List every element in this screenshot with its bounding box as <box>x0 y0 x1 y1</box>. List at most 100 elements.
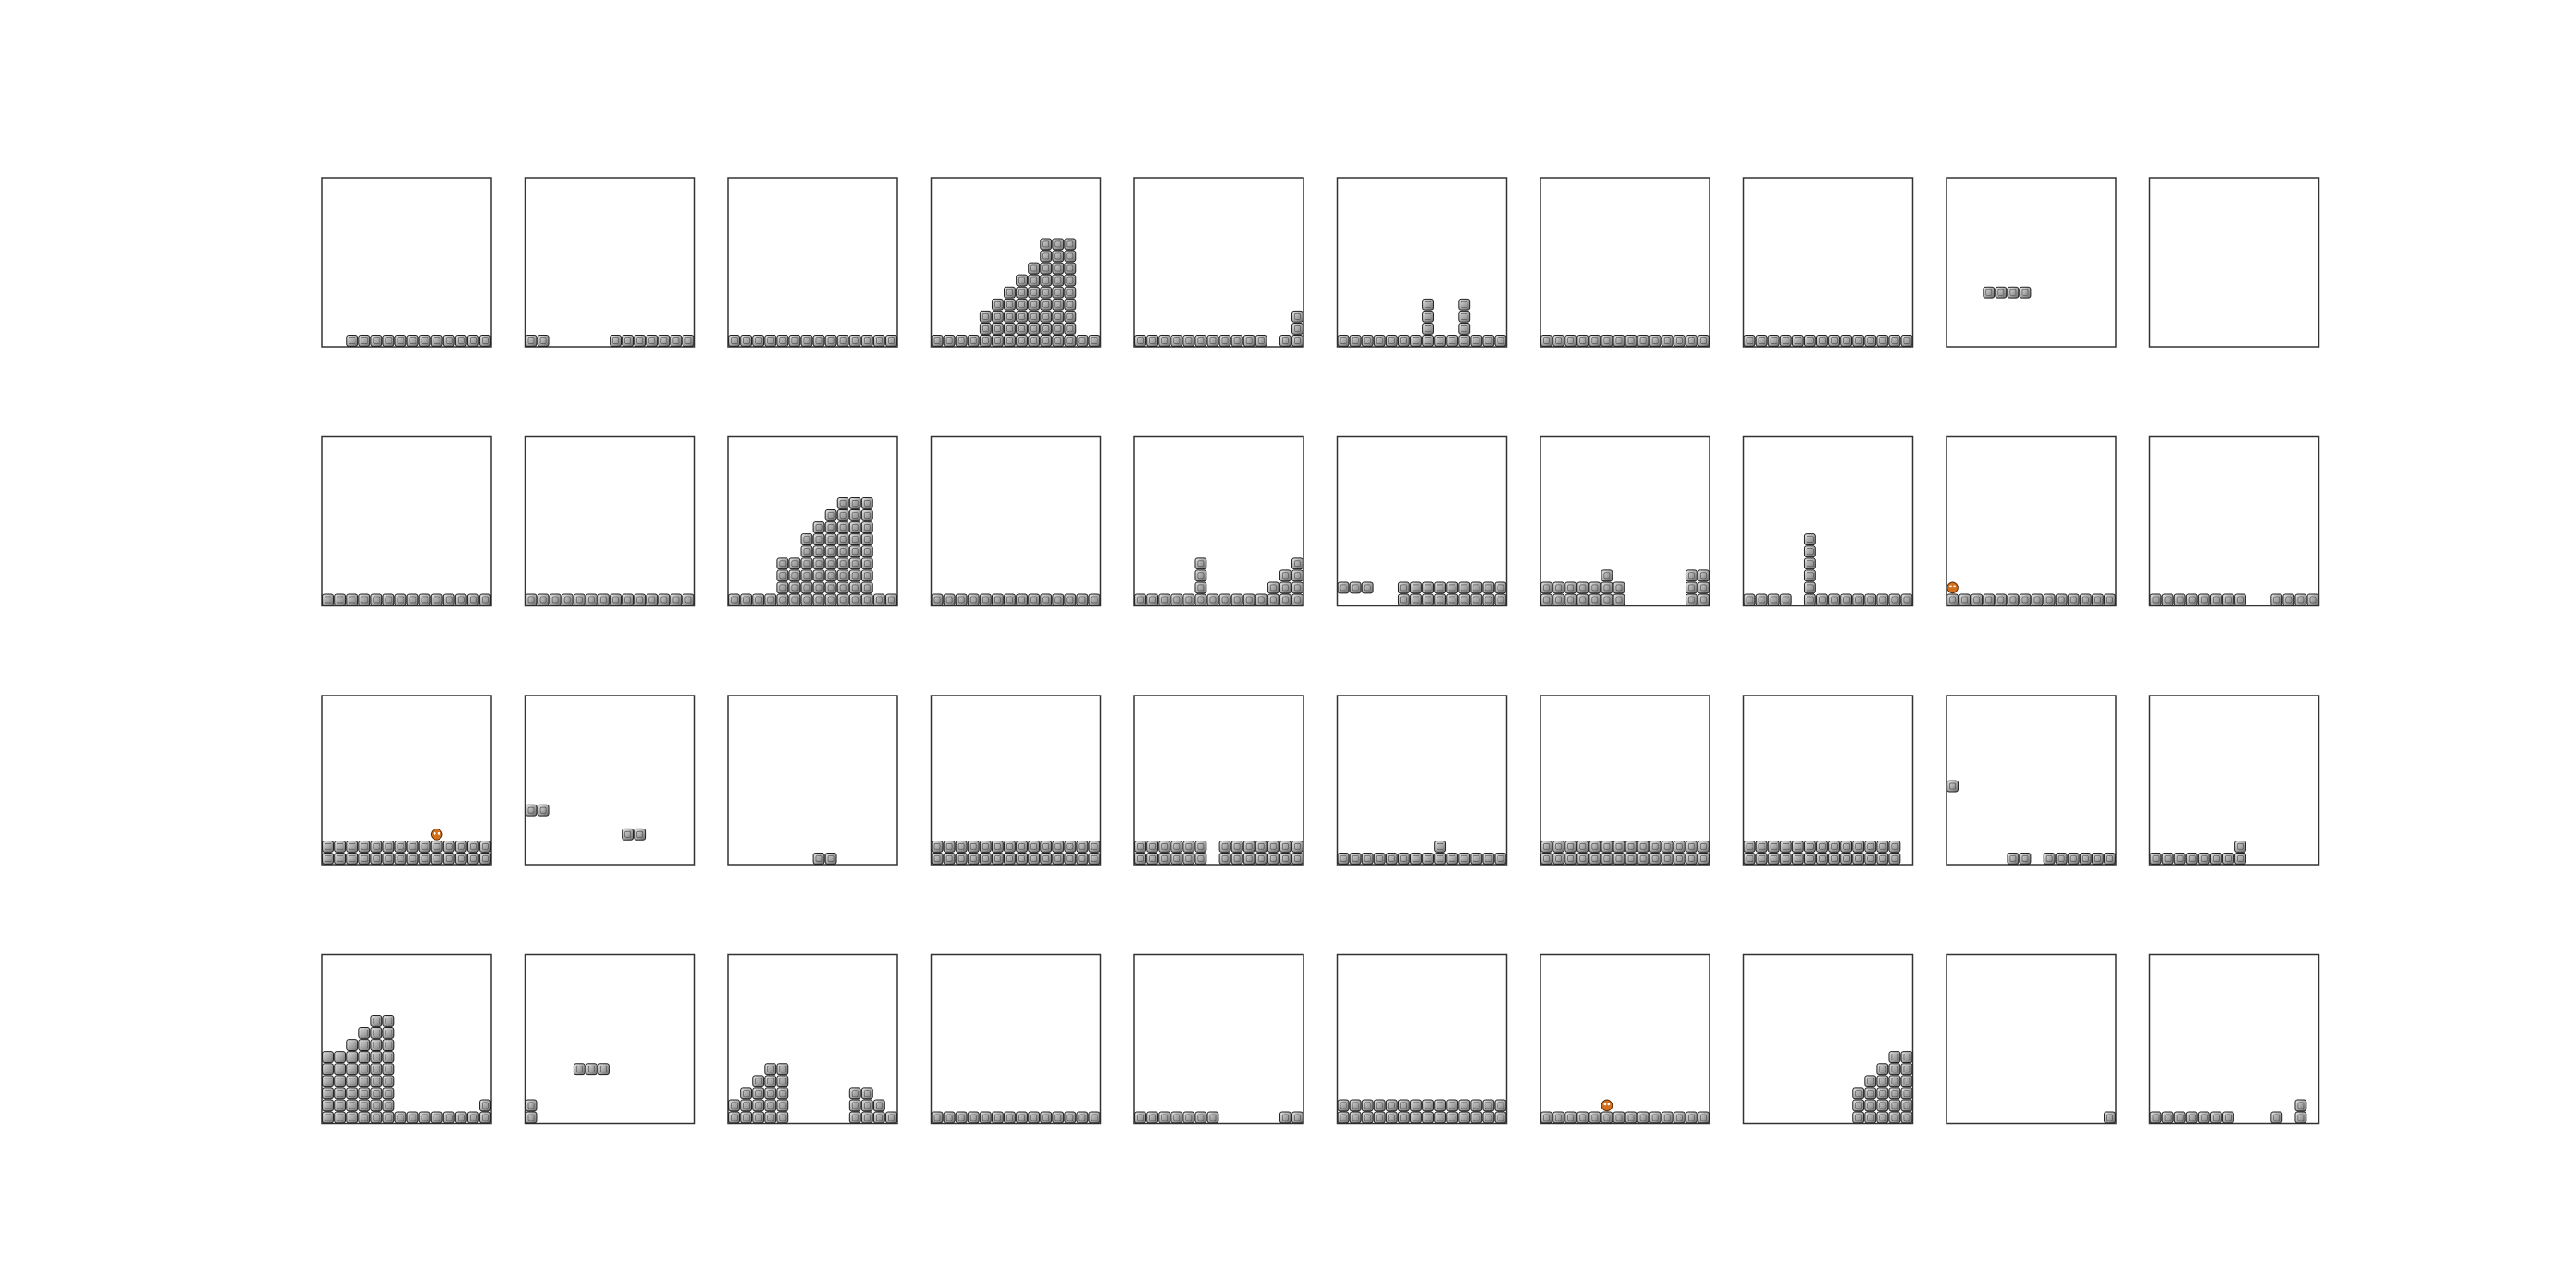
block-tile <box>1397 581 1410 594</box>
block-tile <box>346 1111 359 1124</box>
block-tile <box>1158 593 1171 606</box>
block-tile <box>1470 1111 1483 1124</box>
block-face <box>1173 596 1181 604</box>
block-tile <box>1291 557 1303 570</box>
block-tile <box>2161 593 2174 606</box>
block-tile <box>1494 581 1507 594</box>
block-face <box>397 1114 404 1121</box>
block-face <box>1591 596 1599 604</box>
block-face <box>1903 1066 1911 1073</box>
block-face <box>791 560 799 568</box>
block-face <box>1233 843 1241 850</box>
block-tile <box>406 840 419 853</box>
block-tile <box>1589 840 1601 853</box>
block-tile <box>1361 335 1374 347</box>
block-tile <box>1601 1111 1613 1124</box>
block-tile <box>872 593 885 606</box>
block-tile <box>1767 840 1780 853</box>
block-face <box>421 855 428 862</box>
block-tile <box>1028 310 1041 323</box>
block-face <box>1006 301 1013 308</box>
block-tile <box>1552 581 1565 594</box>
block-face <box>2094 855 2101 862</box>
block-face <box>1209 1114 1217 1121</box>
block-face <box>755 1102 762 1109</box>
block-face <box>851 560 859 568</box>
block-face <box>1294 855 1301 862</box>
block-face <box>1473 1102 1480 1109</box>
block-tile <box>1803 593 1816 606</box>
block-tile <box>1494 593 1507 606</box>
block-tile <box>1589 335 1601 347</box>
block-face <box>1425 325 1431 332</box>
block-tile <box>1337 335 1350 347</box>
block-tile <box>1482 1099 1495 1112</box>
block-face <box>969 596 977 604</box>
block-face <box>851 512 859 519</box>
block-face <box>325 1066 331 1073</box>
block-tile <box>2067 593 2080 606</box>
block-face <box>2081 855 2089 862</box>
enemy-eye <box>433 831 436 835</box>
block-tile <box>2185 1111 2198 1124</box>
block-face <box>527 1102 535 1109</box>
block-face <box>755 337 762 344</box>
block-face <box>421 843 428 850</box>
block-tile <box>764 1087 777 1100</box>
block-tile <box>1673 840 1686 853</box>
block-tile <box>1004 1111 1016 1124</box>
block-tile <box>740 335 753 347</box>
block-tile <box>1040 238 1053 251</box>
panel-frame <box>1540 695 1710 866</box>
block-face <box>957 337 965 344</box>
block-face <box>361 1054 368 1060</box>
block-tile <box>634 593 647 606</box>
block-tile <box>1158 1111 1171 1124</box>
block-face <box>445 596 453 604</box>
block-face <box>1903 596 1911 604</box>
block-face <box>325 843 331 850</box>
block-tile <box>1242 840 1255 853</box>
block-tile <box>1028 274 1041 287</box>
block-tile <box>1361 581 1374 594</box>
block-tile <box>430 593 443 606</box>
block-tile <box>1146 853 1159 865</box>
block-face <box>1054 276 1062 284</box>
block-tile <box>1698 1111 1710 1124</box>
block-face <box>1066 843 1074 850</box>
block-face <box>482 1102 489 1109</box>
block-tile <box>1577 1111 1589 1124</box>
block-tile <box>1397 335 1410 347</box>
block-face <box>815 536 823 543</box>
block-face <box>767 1114 775 1121</box>
block-tile <box>1900 1051 1913 1064</box>
block-face <box>791 584 799 592</box>
block-face <box>933 843 941 850</box>
block-tile <box>670 335 683 347</box>
block-face <box>1567 596 1575 604</box>
block-tile <box>1852 840 1865 853</box>
block-face <box>1425 596 1431 604</box>
block-face <box>981 313 989 320</box>
block-face <box>1376 855 1383 862</box>
block-face <box>337 1066 343 1073</box>
block-tile <box>800 545 813 558</box>
block-face <box>361 337 368 344</box>
block-tile <box>728 335 740 347</box>
block-face <box>2106 596 2113 604</box>
block-tile <box>1040 593 1053 606</box>
block-tile <box>885 593 897 606</box>
block-face <box>2309 596 2317 604</box>
block-face <box>551 596 559 604</box>
block-tile <box>622 593 635 606</box>
block-tile <box>955 593 968 606</box>
block-tile <box>800 533 813 546</box>
block-tile <box>1888 1099 1901 1112</box>
block-tile <box>1552 840 1565 853</box>
block-face <box>1449 855 1456 862</box>
block-face <box>1879 337 1886 344</box>
block-face <box>827 560 835 568</box>
block-face <box>1364 337 1371 344</box>
block-tile <box>2149 853 2162 865</box>
block-face <box>1006 313 1013 320</box>
